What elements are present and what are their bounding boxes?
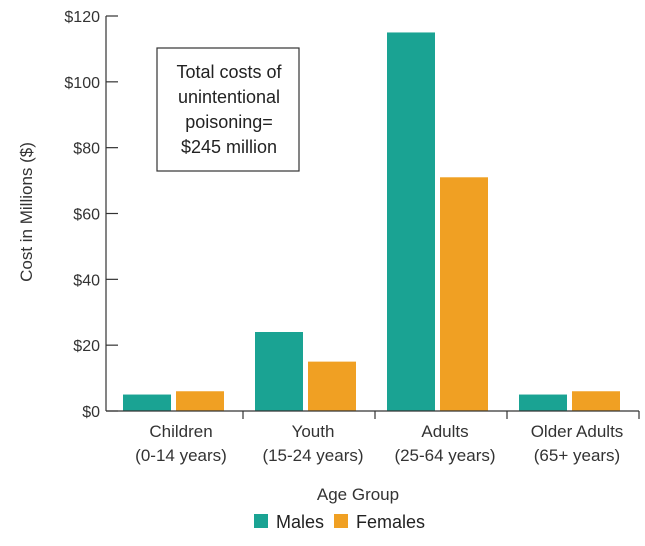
bar-males-1 xyxy=(255,332,303,411)
x-tick-label: Youth xyxy=(292,422,335,441)
x-axis-labels: Children (0-14 years) Youth (15-24 years) Ad… xyxy=(106,410,640,465)
x-axis-title: Age Group xyxy=(317,485,399,504)
y-tick-label: $100 xyxy=(64,75,100,92)
x-tick-label: (65+ years) xyxy=(534,446,620,465)
x-tick-label: Adults xyxy=(421,422,468,441)
bar-males-3 xyxy=(519,394,567,411)
legend-swatch-females xyxy=(334,514,348,528)
x-tick-label: (25-64 years) xyxy=(394,446,495,465)
y-tick-label: $20 xyxy=(73,338,100,355)
annotation-line: Total costs of xyxy=(176,62,282,82)
y-tick-label: $60 xyxy=(73,207,100,224)
bar-females-3 xyxy=(572,391,620,411)
x-tick-label: Children xyxy=(149,422,212,441)
y-tick-label: $80 xyxy=(73,141,100,158)
x-tick-label: (0-14 years) xyxy=(135,446,227,465)
y-tick-label: $0 xyxy=(82,404,100,421)
y-tick-label: $120 xyxy=(64,9,100,26)
legend-label-females: Females xyxy=(356,512,425,532)
legend: Males Females xyxy=(254,512,425,532)
legend-swatch-males xyxy=(254,514,268,528)
annotation-box xyxy=(156,47,300,172)
annotation-line: $245 million xyxy=(181,137,277,157)
bar-males-2 xyxy=(387,32,435,411)
bar-females-1 xyxy=(308,361,356,411)
bar-males-0 xyxy=(123,394,171,411)
legend-label-males: Males xyxy=(276,512,324,532)
total-cost-annotation: Total costs of unintentional poisoning= $24… xyxy=(156,47,300,172)
bar-females-0 xyxy=(176,391,224,411)
y-axis: $0 $20 $40 $60 $80 $100 $120 xyxy=(64,9,118,421)
annotation-line: unintentional xyxy=(178,87,280,107)
x-tick-label: Older Adults xyxy=(531,422,624,441)
y-axis-title: Cost in Millions ($) xyxy=(17,142,36,282)
x-tick-label: (15-24 years) xyxy=(262,446,363,465)
bars xyxy=(123,32,620,411)
annotation-line: poisoning= xyxy=(185,112,273,132)
y-tick-label: $40 xyxy=(73,272,100,289)
bar-females-2 xyxy=(440,177,488,411)
